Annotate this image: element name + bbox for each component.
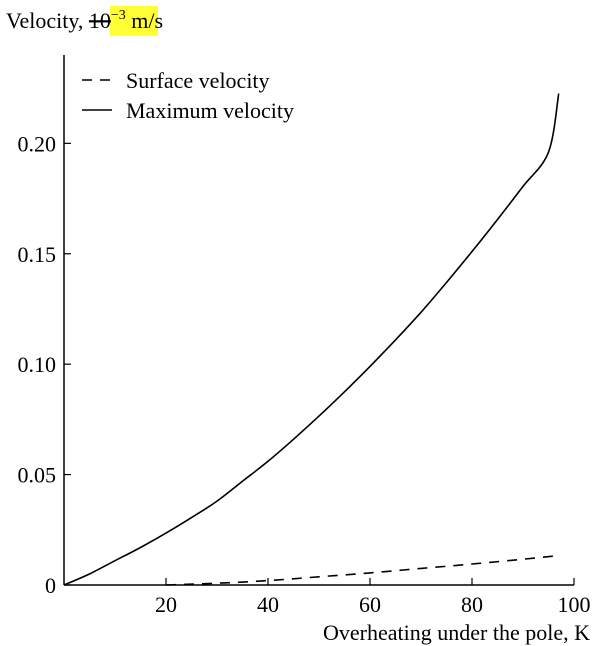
title-exponent: −3 — [111, 8, 126, 23]
y-tick-label: 0.15 — [18, 242, 57, 267]
legend-label: Surface velocity — [126, 68, 270, 93]
x-tick-label: 80 — [461, 592, 483, 617]
chart-title: Velocity, 10−3 m/s — [6, 6, 163, 36]
title-highlight — [110, 6, 158, 36]
x-tick-label: 40 — [257, 592, 279, 617]
y-tick-label: 0.05 — [18, 463, 57, 488]
series-layer — [63, 93, 560, 586]
svg-text:Velocity, 10−3 m/s: Velocity, 10−3 m/s — [6, 8, 163, 33]
title-suffix: m/s — [126, 8, 163, 33]
title-prefix: Velocity, — [6, 8, 89, 33]
legend: Surface velocity Maximum velocity — [82, 68, 294, 123]
y-axis-ticks: 0 0.05 0.10 0.15 0.20 — [18, 131, 71, 598]
y-tick-label: 0 — [45, 573, 56, 598]
x-tick-label: 20 — [155, 592, 177, 617]
legend-label: Maximum velocity — [126, 98, 294, 123]
maximum-velocity-line — [63, 93, 560, 586]
surface-velocity-line — [165, 554, 559, 586]
x-tick-label: 60 — [359, 592, 381, 617]
title-base: 10 — [89, 8, 111, 33]
x-axis-label: Overheating under the pole, K — [323, 620, 590, 645]
x-axis-ticks: 20 40 60 80 100 — [155, 578, 591, 617]
axes — [63, 55, 574, 586]
y-tick-label: 0.20 — [18, 131, 57, 156]
y-tick-label: 0.10 — [18, 352, 57, 377]
x-tick-label: 100 — [558, 592, 591, 617]
